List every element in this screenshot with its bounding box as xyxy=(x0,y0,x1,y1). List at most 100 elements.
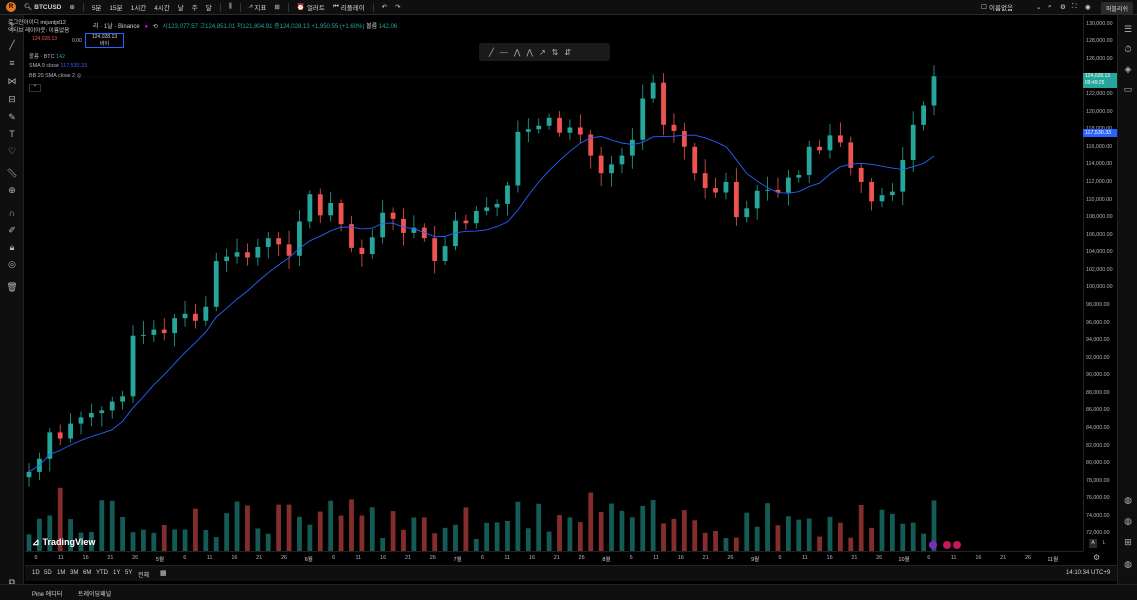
short-position-icon[interactable]: ⇵ xyxy=(564,47,572,57)
user-avatar[interactable]: R xyxy=(6,2,16,12)
interval-4h[interactable]: 4시간 xyxy=(154,5,170,12)
candle-body xyxy=(713,188,718,193)
trend-line-icon[interactable]: ╱ xyxy=(489,47,494,57)
candles-icon[interactable]: ⫼ xyxy=(228,3,232,10)
interval-week[interactable]: 주 xyxy=(191,5,198,12)
tab-pine-editor[interactable]: Pine 에디터 xyxy=(32,592,63,598)
alert-button[interactable]: 얼러트 xyxy=(306,5,325,12)
volume-bar xyxy=(858,504,864,551)
interval-month[interactable]: 달 xyxy=(205,5,212,12)
add-symbol-icon[interactable]: ⊕ xyxy=(69,4,75,11)
quick-search-icon[interactable]: ⌕ xyxy=(1048,3,1052,10)
wave-icon[interactable]: ⋀ xyxy=(526,47,533,57)
log-scale-button[interactable]: L xyxy=(1102,540,1106,546)
eye-icon[interactable]: ◎ xyxy=(76,73,82,79)
bottom-panel-tabs: Pine 에디터 트레이딩패널 xyxy=(0,584,1137,600)
zigzag-icon[interactable]: ↗ xyxy=(538,47,546,57)
redo-icon[interactable]: ↷ xyxy=(395,4,401,11)
alerts-clock-icon[interactable]: ⏱ xyxy=(1124,44,1132,54)
replay-button[interactable]: 리플레이 xyxy=(340,5,365,12)
stay-drawing-icon[interactable]: ✐ xyxy=(8,225,16,235)
interval-15m[interactable]: 15분 xyxy=(109,5,123,12)
text-icon[interactable]: T xyxy=(9,129,15,139)
chat-icon[interactable]: ▭ xyxy=(1123,84,1133,94)
notification-icon[interactable]: ◍ xyxy=(1124,516,1132,526)
tab-trading-panel[interactable]: 트레이딩패널 xyxy=(78,592,112,598)
fib-icon[interactable]: ≡ xyxy=(9,58,15,68)
calendar-icon[interactable]: ▦ xyxy=(160,570,167,577)
symbol-search[interactable]: BTCUSD xyxy=(34,3,62,11)
range-1y[interactable]: 1Y xyxy=(113,570,121,576)
settings-icon[interactable]: ⚙ xyxy=(1060,4,1066,11)
lock-icon[interactable]: 🔒︎ xyxy=(9,242,15,252)
crosshair-icon[interactable]: + xyxy=(9,20,15,30)
eye-icon[interactable]: ◎ xyxy=(8,259,16,269)
chevron-down-icon[interactable]: ⌄ xyxy=(1036,4,1042,11)
interval-5m[interactable]: 5분 xyxy=(91,5,102,12)
fullscreen-icon[interactable]: ⛶ xyxy=(1072,3,1077,10)
publish-button[interactable]: 퍼블리쉬 xyxy=(1100,2,1133,15)
magnet-icon[interactable]: ∩ xyxy=(8,208,16,218)
more-icon[interactable]: ◍ xyxy=(1124,559,1132,569)
heart-icon[interactable]: ♡ xyxy=(7,146,17,156)
layout-checkbox-icon[interactable]: ☐ xyxy=(981,4,987,11)
search-icon[interactable]: 🔍︎ xyxy=(24,4,33,11)
trend-line-icon[interactable]: ╱ xyxy=(9,40,15,50)
right-widget-bar: ☰ ⏱ ◈ ▭ ◍ ◍ ⊞ ◍ xyxy=(1117,15,1137,585)
trash-icon[interactable]: 🗑︎ xyxy=(6,282,18,292)
alert-icon[interactable]: ⏰ xyxy=(296,4,305,11)
buy-price-box[interactable]: 124,028.13 바이 xyxy=(85,33,124,48)
pattern-icon[interactable]: ⋈ xyxy=(7,76,17,86)
projection-icon[interactable]: ⊟ xyxy=(8,94,16,104)
layout-name[interactable]: 이름없음 xyxy=(989,5,1013,12)
pattern-icon[interactable]: ⋀ xyxy=(513,47,521,57)
bb-indicator-label: BB 20 SMA close 2 xyxy=(29,73,76,79)
apps-grid-icon[interactable]: ⊞ xyxy=(1124,537,1132,547)
auto-scale-button[interactable]: A xyxy=(1089,539,1097,548)
indicators-button[interactable]: 지표 xyxy=(254,5,267,12)
bb-indicator-legend[interactable]: BB 20 SMA close 2 ◎ xyxy=(29,73,81,79)
time-axis[interactable]: 6 11 16 21 26 5월 6 11 16 21 26 6월 6 11 16 21 26 7월 6 11 16 21… xyxy=(25,551,1083,565)
horizontal-line-icon[interactable]: — xyxy=(499,47,508,57)
time-tick-label: 6 xyxy=(34,555,38,561)
sell-price-label[interactable]: 124,028.13 xyxy=(32,36,58,42)
event-marker-icon[interactable] xyxy=(929,541,937,549)
help-icon[interactable]: ◍ xyxy=(1124,495,1132,505)
interval-day[interactable]: 날 xyxy=(177,5,184,12)
volume-bar xyxy=(369,507,375,551)
candle-body xyxy=(806,146,812,175)
range-1d[interactable]: 1D xyxy=(32,570,40,576)
indicators-icon[interactable]: ⩘ xyxy=(248,3,253,10)
volume-indicator-legend[interactable]: 볼륨 · BTC 142 xyxy=(29,52,65,60)
share-icon[interactable]: ⟲ xyxy=(152,24,158,30)
undo-icon[interactable]: ↶ xyxy=(381,4,388,11)
templates-icon[interactable]: ⊞ xyxy=(274,4,280,11)
time-tick-label: 11 xyxy=(355,555,362,561)
ruler-icon[interactable]: 📏︎ xyxy=(6,168,18,178)
range-1m[interactable]: 1M xyxy=(57,570,66,576)
zoom-icon[interactable]: ⊕ xyxy=(8,185,16,195)
range-5y[interactable]: 5Y xyxy=(125,570,133,576)
clock-display[interactable]: 14:10:34 UTC+9 xyxy=(1066,570,1111,576)
brush-icon[interactable]: ✎ xyxy=(8,112,16,122)
candle-body xyxy=(78,417,84,424)
range-all[interactable]: 전체 xyxy=(138,573,150,579)
watchlist-icon[interactable]: ☰ xyxy=(1123,24,1133,34)
range-5d[interactable]: 5D xyxy=(44,570,52,576)
price-axis[interactable]: 130,000.00 128,000.00 126,000.00 122,000.00… xyxy=(1083,15,1117,551)
collapse-legend-icon[interactable]: ⌃ xyxy=(29,84,41,92)
range-6m[interactable]: 6M xyxy=(83,570,92,576)
range-ytd[interactable]: YTD xyxy=(96,570,108,576)
range-3m[interactable]: 3M xyxy=(70,570,79,576)
sma-indicator-legend[interactable]: SMA 9 close 117,530.33 xyxy=(29,63,87,69)
interval-1h[interactable]: 1시간 xyxy=(130,5,147,12)
camera-icon[interactable]: ◉ xyxy=(1085,4,1091,11)
layers-icon[interactable]: ◈ xyxy=(1124,64,1132,74)
axis-settings-icon[interactable]: ⚙ xyxy=(1093,553,1101,562)
event-marker-icon[interactable] xyxy=(953,541,961,549)
chart-pane[interactable] xyxy=(25,15,1083,551)
event-marker-icon[interactable] xyxy=(943,541,951,549)
long-position-icon[interactable]: ⇅ xyxy=(551,47,559,57)
object-tree-icon[interactable]: ⧉ xyxy=(8,577,16,587)
replay-icon[interactable]: ⏮ xyxy=(332,3,339,10)
